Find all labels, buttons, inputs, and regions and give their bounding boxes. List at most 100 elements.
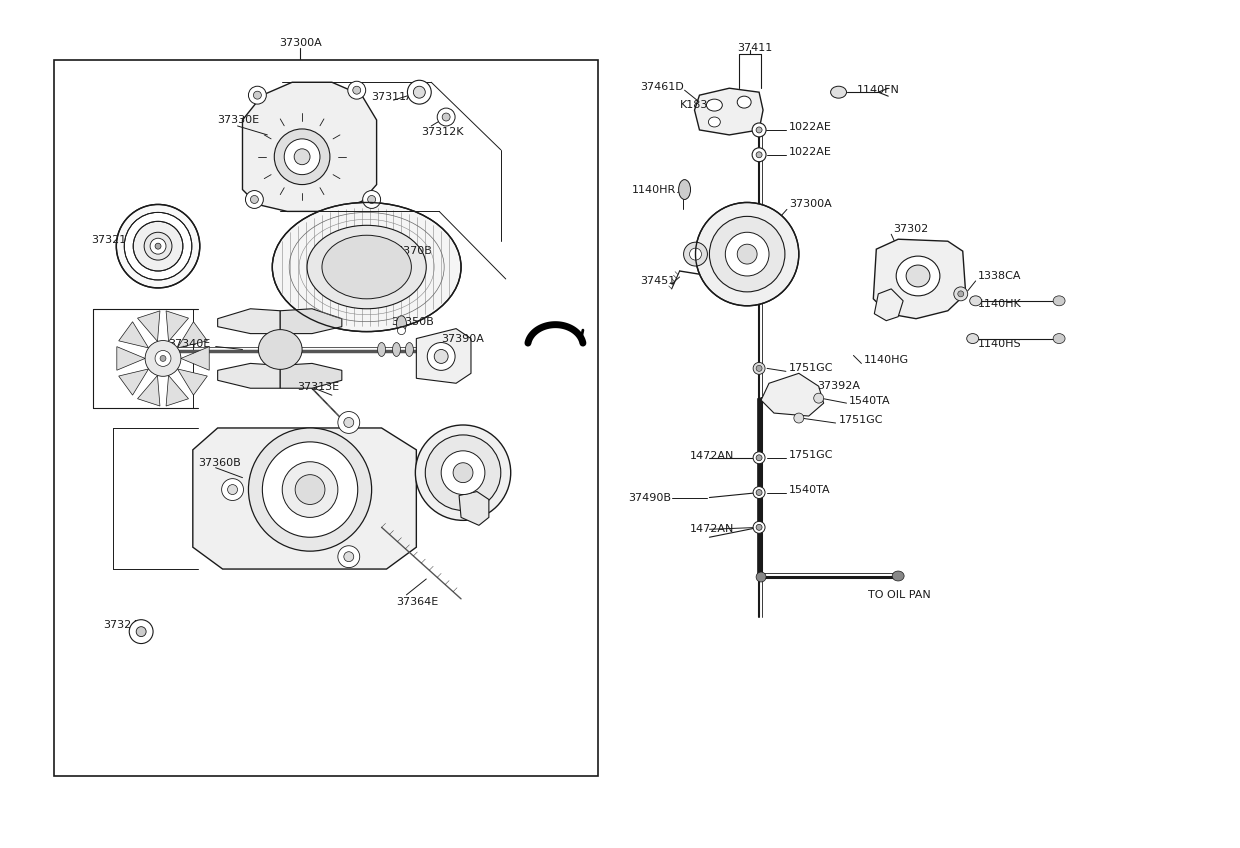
Ellipse shape: [970, 296, 982, 306]
Ellipse shape: [756, 524, 763, 530]
Ellipse shape: [337, 546, 360, 567]
Polygon shape: [694, 88, 763, 135]
Polygon shape: [93, 309, 192, 408]
Ellipse shape: [283, 462, 337, 517]
Ellipse shape: [273, 203, 461, 332]
Ellipse shape: [274, 129, 330, 185]
Ellipse shape: [250, 196, 258, 204]
Text: 37360B: 37360B: [198, 458, 241, 468]
Ellipse shape: [117, 204, 200, 288]
Ellipse shape: [756, 127, 763, 133]
Ellipse shape: [708, 117, 720, 127]
Ellipse shape: [413, 86, 425, 98]
Polygon shape: [218, 364, 280, 388]
Text: 37302: 37302: [893, 224, 929, 234]
Polygon shape: [761, 373, 823, 416]
Ellipse shape: [954, 287, 967, 301]
Ellipse shape: [222, 478, 243, 500]
Ellipse shape: [246, 191, 263, 209]
Ellipse shape: [753, 148, 766, 162]
Ellipse shape: [753, 452, 765, 464]
Ellipse shape: [155, 350, 171, 366]
Ellipse shape: [756, 489, 763, 495]
Ellipse shape: [738, 244, 758, 264]
Polygon shape: [177, 369, 207, 395]
Ellipse shape: [707, 99, 723, 111]
Ellipse shape: [897, 256, 940, 296]
Ellipse shape: [753, 362, 765, 374]
Polygon shape: [181, 347, 210, 371]
Text: 37312K: 37312K: [422, 127, 464, 137]
Ellipse shape: [405, 343, 413, 356]
Ellipse shape: [352, 86, 361, 94]
Ellipse shape: [696, 203, 799, 306]
Text: 1540TA: 1540TA: [789, 484, 831, 494]
Ellipse shape: [248, 86, 267, 104]
Ellipse shape: [756, 152, 763, 158]
Text: TO OIL PAN: TO OIL PAN: [868, 590, 931, 600]
Polygon shape: [218, 309, 280, 333]
Polygon shape: [417, 329, 471, 383]
Text: 1540TA: 1540TA: [848, 396, 890, 406]
Polygon shape: [138, 311, 160, 342]
Ellipse shape: [343, 552, 353, 561]
Polygon shape: [119, 369, 149, 395]
Polygon shape: [280, 309, 342, 333]
Ellipse shape: [133, 221, 182, 271]
Text: 1140FN: 1140FN: [857, 85, 899, 95]
Ellipse shape: [129, 620, 153, 644]
Ellipse shape: [322, 235, 412, 298]
Ellipse shape: [689, 248, 702, 260]
Ellipse shape: [294, 148, 310, 165]
Text: 37364E: 37364E: [397, 597, 439, 607]
Ellipse shape: [145, 341, 181, 377]
Ellipse shape: [893, 571, 904, 581]
Ellipse shape: [425, 435, 501, 510]
Ellipse shape: [906, 265, 930, 287]
Text: 1472AN: 1472AN: [689, 451, 734, 460]
Polygon shape: [177, 321, 207, 348]
Polygon shape: [119, 321, 149, 348]
Ellipse shape: [756, 572, 766, 582]
Ellipse shape: [434, 349, 448, 364]
Text: 37350B: 37350B: [392, 316, 434, 326]
Text: 37321A: 37321A: [92, 235, 134, 245]
Ellipse shape: [393, 343, 401, 356]
Ellipse shape: [738, 96, 751, 108]
Text: 37300A: 37300A: [279, 37, 321, 47]
Text: 1751GC: 1751GC: [789, 449, 833, 460]
Ellipse shape: [1053, 296, 1065, 306]
Ellipse shape: [756, 455, 763, 460]
Ellipse shape: [753, 487, 765, 499]
Text: 37392A: 37392A: [817, 382, 859, 391]
Polygon shape: [873, 239, 966, 319]
Ellipse shape: [438, 108, 455, 126]
Ellipse shape: [248, 428, 372, 551]
Ellipse shape: [443, 113, 450, 121]
Ellipse shape: [441, 451, 485, 494]
Text: 37411: 37411: [738, 43, 773, 53]
Text: 1140HS: 1140HS: [977, 338, 1022, 349]
Bar: [53, 60, 598, 776]
Polygon shape: [166, 376, 188, 406]
Text: 1022AE: 1022AE: [789, 147, 832, 157]
Ellipse shape: [343, 417, 353, 427]
Ellipse shape: [415, 425, 511, 521]
Ellipse shape: [753, 522, 765, 533]
Ellipse shape: [124, 212, 192, 280]
Text: 37330E: 37330E: [218, 115, 259, 125]
Ellipse shape: [258, 330, 303, 370]
Ellipse shape: [347, 81, 366, 99]
Ellipse shape: [378, 343, 386, 356]
Ellipse shape: [228, 484, 238, 494]
Ellipse shape: [428, 343, 455, 371]
Text: 37324D: 37324D: [103, 620, 148, 630]
Ellipse shape: [408, 81, 432, 104]
Ellipse shape: [709, 216, 785, 292]
Text: K1837A: K1837A: [680, 100, 723, 110]
Ellipse shape: [368, 196, 376, 204]
Ellipse shape: [753, 123, 766, 137]
Text: 37300A: 37300A: [789, 199, 832, 209]
Text: 37311A: 37311A: [372, 92, 414, 102]
Text: 37461D: 37461D: [640, 82, 683, 92]
